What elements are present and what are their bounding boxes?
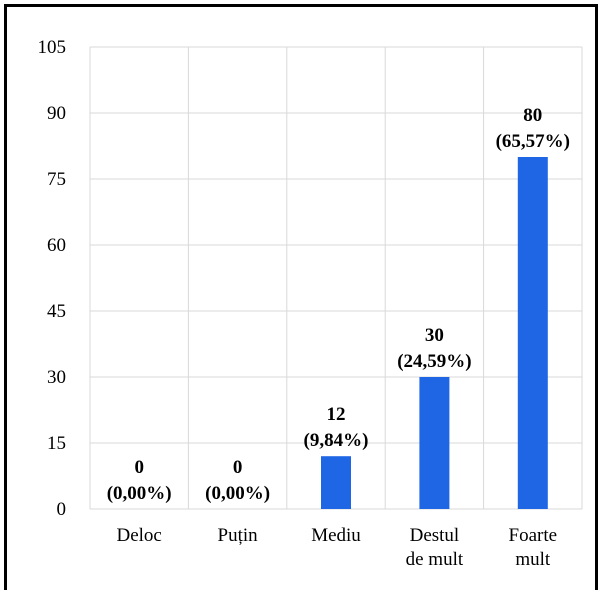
y-tick-label: 45 bbox=[47, 301, 66, 322]
x-category-label: Foarte mult bbox=[509, 525, 558, 570]
y-tick-label: 90 bbox=[47, 103, 66, 124]
x-category-label-line: Destul bbox=[410, 525, 460, 546]
bar-chart: 0 15 30 45 60 75 90 105 0 (0,00%) Deloc 0 (0,00%) Puț… bbox=[38, 37, 583, 570]
bar bbox=[517, 157, 548, 509]
y-tick-label: 30 bbox=[47, 367, 66, 388]
x-category-label-line: Deloc bbox=[117, 525, 162, 546]
y-tick-label: 105 bbox=[38, 37, 67, 58]
x-category-label: Destul de mult bbox=[406, 525, 464, 570]
x-category-label-line: Foarte bbox=[509, 525, 558, 546]
data-label: 0 (0,00%) bbox=[107, 457, 172, 504]
data-label-line: (24,59%) bbox=[397, 351, 471, 372]
bar bbox=[419, 377, 450, 509]
y-tick-label: 60 bbox=[47, 235, 66, 256]
data-label-line: 0 bbox=[134, 457, 144, 478]
y-tick-label: 0 bbox=[57, 499, 67, 520]
data-label-line: 0 bbox=[233, 457, 243, 478]
data-label: 0 (0,00%) bbox=[205, 457, 270, 504]
x-category-label-line: mult bbox=[515, 549, 551, 570]
data-label-line: (65,57%) bbox=[496, 131, 570, 152]
y-tick-label: 15 bbox=[47, 433, 66, 454]
data-label: 30 (24,59%) bbox=[397, 325, 471, 372]
data-label-line: 30 bbox=[425, 325, 444, 346]
x-category-label: Mediu bbox=[311, 525, 361, 546]
x-category-label-line: de mult bbox=[406, 549, 464, 570]
data-label-line: (0,00%) bbox=[205, 483, 270, 504]
data-label-line: (9,84%) bbox=[304, 430, 369, 451]
data-label: 12 (9,84%) bbox=[304, 404, 369, 451]
y-tick-label: 75 bbox=[47, 169, 66, 190]
chart-frame: 0 15 30 45 60 75 90 105 0 (0,00%) Deloc 0 (0,00%) Puț… bbox=[4, 4, 598, 590]
x-category-label-line: Mediu bbox=[311, 525, 361, 546]
data-label-line: 80 bbox=[523, 105, 542, 126]
data-label: 80 (65,57%) bbox=[496, 105, 570, 152]
bar bbox=[321, 456, 351, 509]
x-category-label-line: Puțin bbox=[218, 525, 259, 546]
data-label-line: (0,00%) bbox=[107, 483, 172, 504]
x-category-label: Deloc bbox=[117, 525, 162, 546]
x-category-label: Puțin bbox=[218, 525, 259, 546]
data-label-line: 12 bbox=[327, 404, 346, 425]
